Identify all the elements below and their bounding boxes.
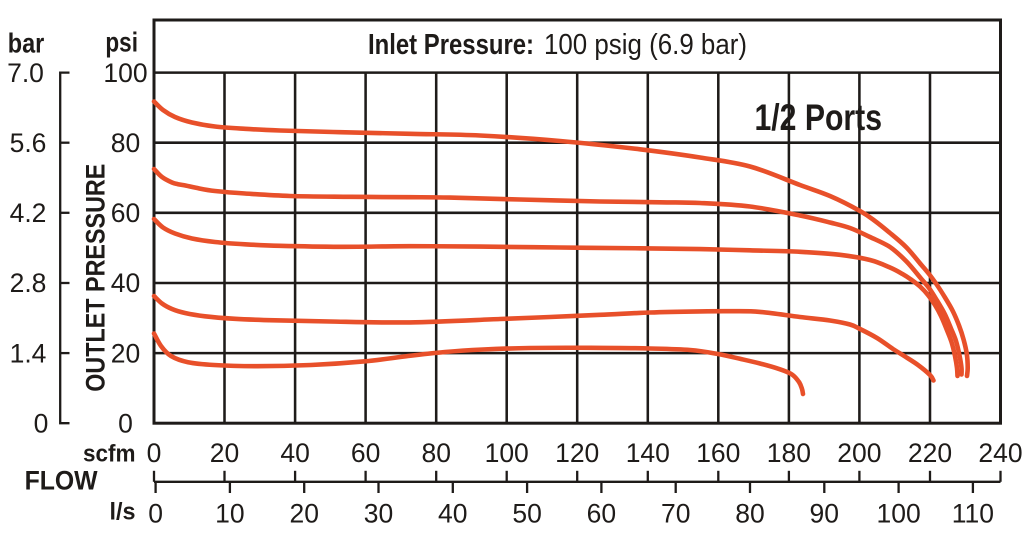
svg-text:0: 0 xyxy=(147,438,162,468)
svg-text:1/2 Ports: 1/2 Ports xyxy=(755,97,883,138)
svg-text:80: 80 xyxy=(111,128,140,158)
svg-text:80: 80 xyxy=(735,499,764,529)
svg-text:60: 60 xyxy=(111,198,140,228)
svg-text:psi: psi xyxy=(105,27,138,58)
svg-text:0: 0 xyxy=(34,408,49,438)
svg-text:60: 60 xyxy=(351,438,380,468)
svg-text:2.8: 2.8 xyxy=(10,268,47,298)
svg-text:60: 60 xyxy=(587,499,616,529)
svg-text:scfm: scfm xyxy=(83,441,136,468)
svg-text:90: 90 xyxy=(810,499,839,529)
svg-text:4.2: 4.2 xyxy=(10,198,47,228)
svg-text:0: 0 xyxy=(148,499,163,529)
svg-text:1.4: 1.4 xyxy=(10,338,47,368)
svg-text:40: 40 xyxy=(280,438,309,468)
svg-text:240: 240 xyxy=(978,438,1022,468)
svg-text:10: 10 xyxy=(215,499,244,529)
svg-text:140: 140 xyxy=(626,438,670,468)
svg-text:80: 80 xyxy=(421,438,450,468)
svg-text:200: 200 xyxy=(837,438,881,468)
svg-text:FLOW: FLOW xyxy=(25,466,98,496)
svg-text:l/s: l/s xyxy=(110,499,136,526)
svg-text:120: 120 xyxy=(555,438,599,468)
svg-text:100: 100 xyxy=(485,438,529,468)
svg-text:Inlet Pressure:: Inlet Pressure: xyxy=(368,29,534,61)
svg-text:50: 50 xyxy=(512,499,541,529)
svg-text:160: 160 xyxy=(696,438,740,468)
svg-text:20: 20 xyxy=(289,499,318,529)
svg-text:100: 100 xyxy=(103,58,147,88)
svg-text:180: 180 xyxy=(767,438,811,468)
svg-text:70: 70 xyxy=(661,499,690,529)
svg-text:40: 40 xyxy=(111,268,140,298)
svg-text:100: 100 xyxy=(876,499,920,529)
svg-text:20: 20 xyxy=(111,338,140,368)
svg-text:5.6: 5.6 xyxy=(10,128,47,158)
svg-text:OUTLET PRESSURE: OUTLET PRESSURE xyxy=(81,164,111,392)
svg-text:30: 30 xyxy=(364,499,393,529)
svg-text:bar: bar xyxy=(8,28,45,59)
svg-text:0: 0 xyxy=(118,408,133,438)
svg-text:110: 110 xyxy=(952,499,994,529)
svg-text:220: 220 xyxy=(908,438,952,468)
svg-text:7.0: 7.0 xyxy=(7,58,44,88)
svg-text:100 psig (6.9 bar): 100 psig (6.9 bar) xyxy=(544,29,747,61)
svg-text:40: 40 xyxy=(438,499,467,529)
svg-text:20: 20 xyxy=(210,438,239,468)
